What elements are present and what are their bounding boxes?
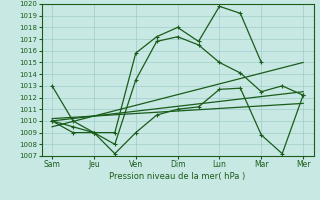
X-axis label: Pression niveau de la mer( hPa ): Pression niveau de la mer( hPa ) bbox=[109, 172, 246, 181]
